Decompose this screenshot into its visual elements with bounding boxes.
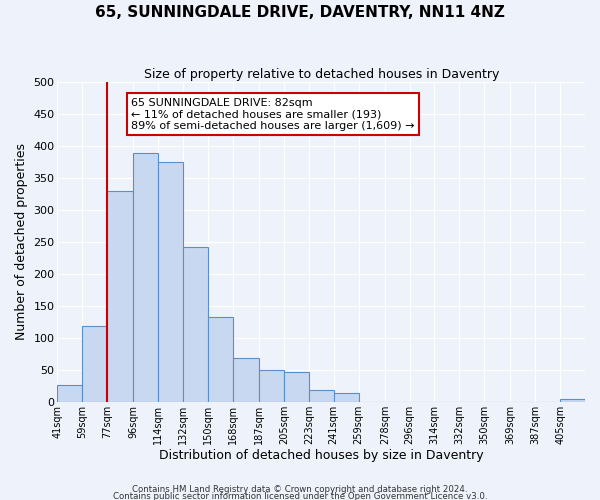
Text: 65, SUNNINGDALE DRIVE, DAVENTRY, NN11 4NZ: 65, SUNNINGDALE DRIVE, DAVENTRY, NN11 4N… [95,5,505,20]
Bar [183,247,208,402]
Bar [560,398,585,402]
Text: 65 SUNNINGDALE DRIVE: 82sqm
← 11% of detached houses are smaller (193)
89% of se: 65 SUNNINGDALE DRIVE: 82sqm ← 11% of det… [131,98,415,131]
Bar [208,316,233,402]
Bar [259,370,284,402]
Y-axis label: Number of detached properties: Number of detached properties [15,143,28,340]
Bar [82,326,107,402]
Bar [309,390,334,402]
Text: Contains HM Land Registry data © Crown copyright and database right 2024.: Contains HM Land Registry data © Crown c… [132,486,468,494]
Bar [334,394,359,402]
Text: Contains public sector information licensed under the Open Government Licence v3: Contains public sector information licen… [113,492,487,500]
Bar [133,154,158,402]
Bar [158,162,183,402]
Bar [107,190,133,402]
X-axis label: Distribution of detached houses by size in Daventry: Distribution of detached houses by size … [159,450,484,462]
Title: Size of property relative to detached houses in Daventry: Size of property relative to detached ho… [143,68,499,80]
Bar [284,372,309,402]
Bar [58,384,82,402]
Bar [233,358,259,402]
